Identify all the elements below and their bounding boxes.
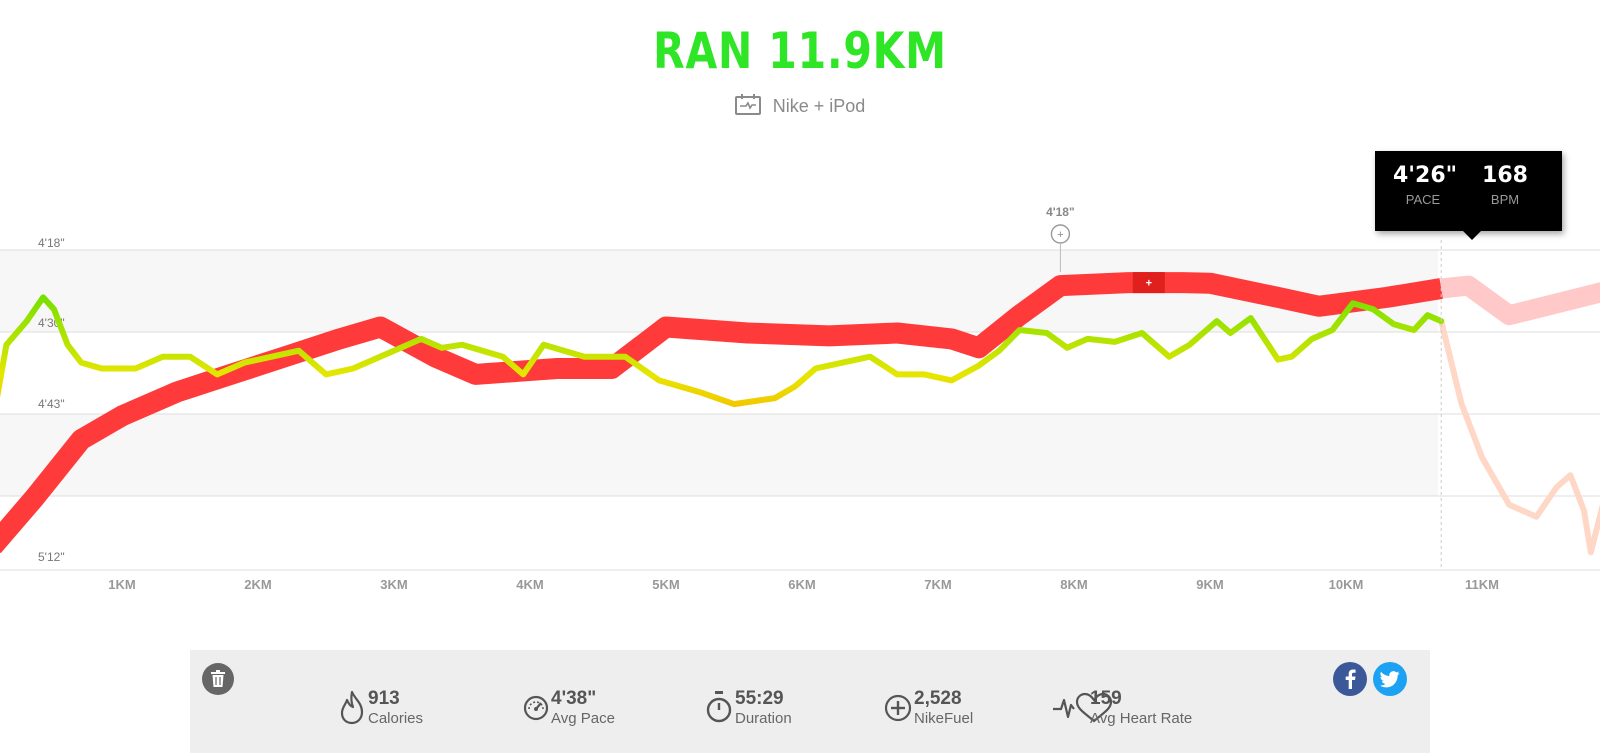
- ipod-device-icon: [734, 94, 761, 121]
- heartbeat-icon: [1052, 690, 1113, 731]
- y-tick-label: 4'18": [38, 236, 65, 250]
- run-title: RAN 11.9KM: [653, 22, 947, 80]
- grid-band: [0, 414, 1438, 496]
- pace-band-series: [0, 272, 1443, 554]
- x-tick-label: 10KM: [1329, 577, 1364, 592]
- stat-duration-value: 55:29: [735, 688, 784, 709]
- pace-line-series: [0, 294, 1445, 408]
- x-tick-label: 4KM: [516, 577, 543, 592]
- device-source: Nike + iPod: [0, 94, 1600, 121]
- y-tick-label: 5'12": [38, 550, 65, 564]
- stat-duration-label: Duration: [735, 710, 792, 727]
- stats-bar: 913 Calories 4'38" Avg Pace 55:29 Durati…: [190, 650, 1430, 753]
- tooltip-pace-label: PACE: [1405, 192, 1441, 207]
- tooltip-pace-value: 4'26": [1393, 163, 1458, 188]
- stat-nikefuel-label: NikeFuel: [914, 710, 974, 727]
- max-marker-plus: +: [1057, 229, 1063, 241]
- band-marker: [1132, 272, 1165, 294]
- stat-calories-value: 913: [368, 688, 400, 709]
- flame-icon: [338, 690, 366, 731]
- stat-nikefuel-value: 2,528: [914, 688, 962, 709]
- stat-calories-label: Calories: [368, 710, 424, 727]
- stat-heart-rate-value: 159: [1090, 688, 1122, 709]
- speedometer-icon: [523, 690, 551, 731]
- tooltip-bpm-label: BPM: [1490, 192, 1520, 207]
- band-marker-plus: +: [1146, 278, 1152, 290]
- max-marker-label: 4'18": [1046, 205, 1075, 219]
- nikefuel-icon: [884, 690, 914, 731]
- x-tick-label: 6KM: [788, 577, 815, 592]
- stat-avg-pace-value: 4'38": [551, 688, 597, 709]
- chart-tooltip: 4'26" PACE 168 BPM: [1375, 151, 1562, 240]
- pace-chart[interactable]: 4'18"4'30"4'43"4'57"5'12"1KM 2KM 3KM 4KM 5KM…: [0, 0, 1600, 600]
- stat-avg-pace-label: Avg Pace: [551, 710, 615, 727]
- tooltip-bpm-value: 168: [1482, 163, 1528, 188]
- trash-icon[interactable]: [202, 663, 234, 695]
- x-tick-label: 7KM: [924, 577, 951, 592]
- x-tick-label: 2KM: [244, 577, 271, 592]
- twitter-icon[interactable]: [1373, 662, 1407, 696]
- faded-pace-series: [1438, 318, 1600, 556]
- faded-band-series: [1440, 275, 1600, 326]
- device-label: Nike + iPod: [772, 96, 866, 116]
- facebook-icon[interactable]: [1333, 662, 1367, 696]
- stat-heart-rate-label: Avg Heart Rate: [1090, 710, 1193, 727]
- x-tick-label: 8KM: [1060, 577, 1087, 592]
- x-tick-label: 3KM: [380, 577, 407, 592]
- y-tick-label: 4'43": [38, 397, 65, 411]
- x-tick-label: 11KM: [1465, 577, 1499, 592]
- stopwatch-icon: [705, 690, 733, 731]
- x-tick-label: 5KM: [652, 577, 679, 592]
- x-tick-label: 1KM: [108, 577, 135, 592]
- x-tick-label: 9KM: [1196, 577, 1223, 592]
